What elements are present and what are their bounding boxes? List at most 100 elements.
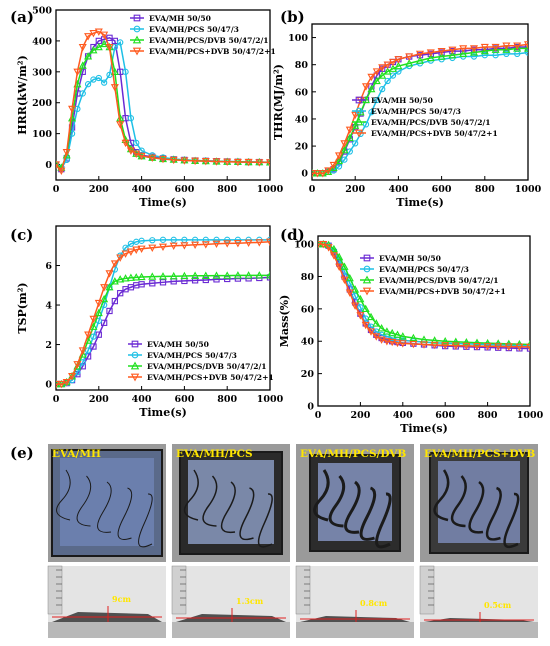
data-point (526, 345, 530, 352)
data-point (159, 279, 167, 286)
data-point (361, 83, 371, 91)
legend-label: EVA/MH/PCS+DVB 50/47/2+1 (371, 129, 498, 138)
data-point (340, 145, 349, 154)
data-point (94, 299, 103, 308)
data-point (110, 277, 119, 285)
data-point (148, 154, 157, 162)
panel-label: (a) (10, 8, 34, 26)
data-point (180, 242, 189, 250)
x-tick-label: 200 (89, 394, 109, 405)
x-tick-label: 800 (478, 410, 498, 421)
data-point (202, 236, 209, 243)
data-point (180, 157, 189, 165)
data-point (116, 121, 125, 129)
panel-label: (c) (10, 226, 33, 244)
data-point (340, 276, 349, 284)
data-point (138, 281, 145, 288)
data-point (132, 273, 141, 281)
series-line-2 (56, 43, 270, 169)
data-point (57, 380, 66, 389)
data-point (89, 315, 98, 324)
x-tick-label: 0 (53, 394, 60, 405)
data-point (341, 156, 348, 163)
x-axis-label: Time(s) (139, 196, 187, 209)
data-point (524, 43, 528, 51)
data-point (368, 109, 375, 116)
data-point (351, 111, 360, 120)
x-tick-label: 600 (432, 184, 452, 195)
data-point (513, 42, 522, 50)
series-group (56, 28, 270, 175)
legend-marker (363, 254, 371, 262)
data-point (78, 61, 87, 69)
data-point (180, 271, 189, 280)
data-point (90, 333, 97, 340)
data-point (351, 121, 360, 129)
char-crack (56, 469, 71, 521)
y-tick-label: 60 (301, 304, 315, 315)
legend-marker (133, 14, 141, 22)
x-tick-label: 1000 (515, 184, 542, 195)
data-point (367, 73, 376, 82)
data-point (68, 105, 77, 114)
data-point (415, 50, 425, 59)
data-point (356, 312, 365, 320)
data-point (224, 236, 231, 243)
data-point (394, 56, 403, 64)
data-point (352, 140, 359, 147)
data-point (116, 254, 125, 262)
data-point (430, 336, 439, 344)
data-point (356, 294, 365, 303)
data-point (223, 158, 232, 167)
data-point (234, 236, 242, 243)
data-point (491, 43, 500, 52)
x-tick-label: 600 (435, 410, 455, 421)
data-point (265, 271, 270, 279)
data-point (95, 74, 102, 82)
data-point (525, 343, 530, 352)
x-tick-label: 600 (174, 184, 194, 195)
data-point (244, 158, 253, 167)
series-line-2 (56, 274, 270, 385)
data-point (318, 240, 323, 249)
data-point (459, 45, 468, 53)
data-point (335, 252, 344, 261)
data-point (84, 331, 93, 339)
y-tick-label: 0 (307, 402, 314, 413)
legend-label: EVA/MH/PCS 50/47/3 (371, 107, 461, 116)
data-point (491, 45, 500, 53)
data-point (377, 336, 386, 344)
data-point (201, 241, 210, 249)
data-point (441, 336, 450, 345)
data-point (426, 53, 435, 62)
chart-2: (c) 0 200 400 600 800 1000 0 2 4 6 Time(s) TSP(m²) EV… (10, 225, 284, 419)
data-point (117, 39, 124, 46)
foil-base (172, 622, 290, 638)
data-point (233, 271, 242, 279)
data-point (223, 271, 232, 279)
data-point (398, 332, 407, 340)
x-axis-label: Time(s) (139, 406, 187, 419)
data-point (78, 43, 87, 52)
y-tick-label: 40 (301, 337, 315, 348)
sample-label: EVA/MH/PCS (176, 448, 253, 460)
chart-3: (d) 0 200 400 600 800 1000 0 20 40 60 80 100 Time(s) M… (278, 226, 544, 435)
data-point (393, 339, 402, 348)
series-line-3 (312, 43, 528, 174)
legend-label: EVA/MH/PCS/DVB 50/47/2/1 (371, 118, 491, 127)
data-point (79, 90, 86, 97)
x-tick-label: 200 (89, 184, 109, 195)
data-point (202, 276, 209, 284)
data-point (379, 85, 386, 93)
data-point (149, 280, 156, 287)
y-tick-label: 60 (295, 87, 309, 98)
height-label: 1.3cm (236, 596, 264, 606)
char-crack (344, 480, 361, 534)
y-tick-label: 0 (301, 169, 308, 180)
char-crack (328, 474, 346, 528)
data-point (357, 304, 364, 311)
data-point (95, 331, 102, 338)
x-tick-label: 800 (475, 184, 495, 195)
data-point (405, 59, 414, 67)
data-point (191, 241, 200, 250)
